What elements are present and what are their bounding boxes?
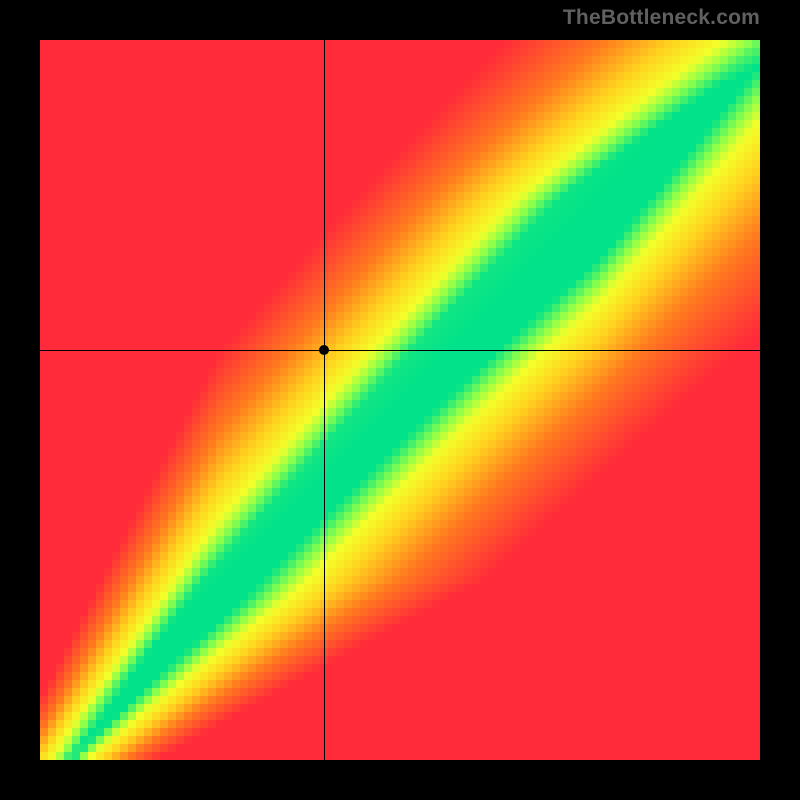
crosshair-vertical [324, 40, 325, 760]
heatmap-canvas [40, 40, 760, 760]
plot-area [40, 40, 760, 760]
marker-dot [319, 345, 329, 355]
crosshair-horizontal [40, 350, 760, 351]
watermark-text: TheBottleneck.com [563, 6, 760, 30]
